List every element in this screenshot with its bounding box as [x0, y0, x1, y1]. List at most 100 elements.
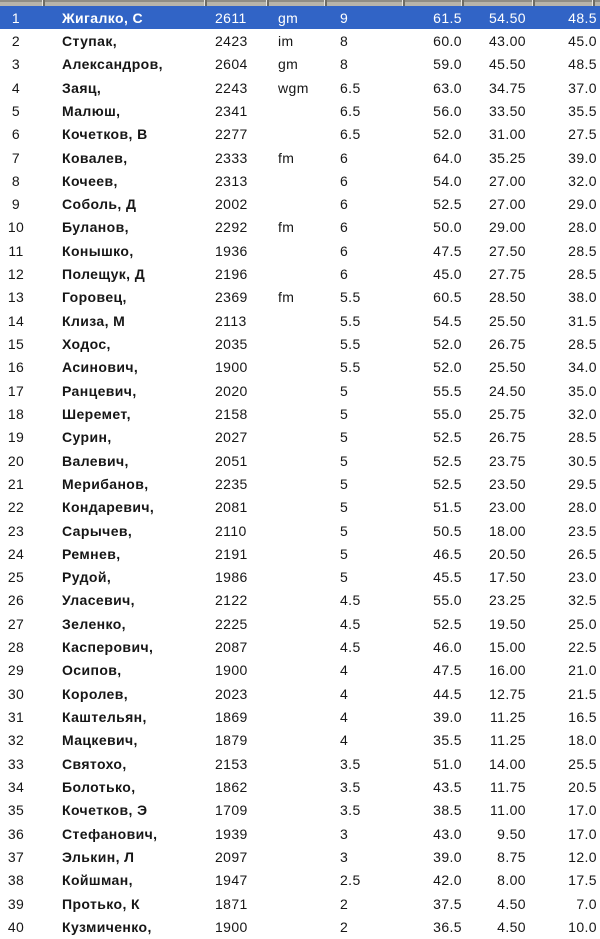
tiebreak2-cell: 23.00 — [488, 499, 526, 516]
table-row[interactable]: 21 Мерибанов, 2235 5 52.5 23.50 29.5 — [0, 472, 600, 495]
player-name-cell: Протько, К — [62, 895, 140, 912]
points-cell: 3.5 — [340, 778, 361, 795]
tiebreak3-cell: 27.5 — [568, 126, 597, 143]
table-row[interactable]: 10 Буланов, 2292 fm 6 50.0 29.00 28.0 — [0, 216, 600, 239]
tiebreak2-cell: 26.75 — [488, 429, 526, 446]
rating-cell: 2081 — [215, 499, 248, 516]
tiebreak3-cell: 18.0 — [568, 732, 597, 749]
table-row[interactable]: 2 Ступак, 2423 im 8 60.0 43.00 45.0 — [0, 29, 600, 52]
table-row[interactable]: 25 Рудой, 1986 5 45.5 17.50 23.0 — [0, 566, 600, 589]
tiebreak2-cell: 11.75 — [490, 778, 526, 795]
tiebreak2-cell: 11.25 — [490, 709, 526, 726]
table-row[interactable]: 23 Сарычев, 2110 5 50.5 18.00 23.5 — [0, 519, 600, 542]
tiebreak3-cell: 39.0 — [568, 149, 597, 166]
tiebreak1-cell: 42.0 — [433, 872, 462, 889]
table-row[interactable]: 14 Клиза, М 2113 5.5 54.5 25.50 31.5 — [0, 309, 600, 332]
table-row[interactable]: 6 Кочетков, В 2277 6.5 52.0 31.00 27.5 — [0, 123, 600, 146]
table-row[interactable]: 19 Сурин, 2027 5 52.5 26.75 28.5 — [0, 426, 600, 449]
table-row[interactable]: 39 Протько, К 1871 2 37.5 4.50 7.0 — [0, 892, 600, 915]
table-row[interactable]: 27 Зеленко, 2225 4.5 52.5 19.50 25.0 — [0, 612, 600, 635]
rank-cell: 27 — [7, 615, 25, 632]
table-row[interactable]: 33 Святохо, 2153 3.5 51.0 14.00 25.5 — [0, 752, 600, 775]
rank-cell: 1 — [11, 9, 21, 26]
tiebreak1-cell: 63.0 — [433, 79, 462, 96]
table-row[interactable]: 8 Кочеев, 2313 6 54.0 27.00 32.0 — [0, 169, 600, 192]
table-row[interactable]: 17 Ранцевич, 2020 5 55.5 24.50 35.0 — [0, 379, 600, 402]
rating-cell: 2051 — [215, 452, 248, 469]
table-row[interactable]: 7 Ковалев, 2333 fm 6 64.0 35.25 39.0 — [0, 146, 600, 169]
points-cell: 6 — [340, 266, 349, 283]
rating-cell: 2369 — [215, 289, 248, 306]
tiebreak3-cell: 28.5 — [568, 429, 597, 446]
table-row[interactable]: 35 Кочетков, Э 1709 3.5 38.5 11.00 17.0 — [0, 799, 600, 822]
table-row[interactable]: 29 Осипов, 1900 4 47.5 16.00 21.0 — [0, 659, 600, 682]
tiebreak2-cell: 19.50 — [488, 615, 526, 632]
rating-cell: 1879 — [215, 732, 248, 749]
tiebreak2-cell: 12.75 — [488, 685, 526, 702]
table-row[interactable]: 15 Ходос, 2035 5.5 52.0 26.75 28.5 — [0, 332, 600, 355]
table-row[interactable]: 24 Ремнев, 2191 5 46.5 20.50 26.5 — [0, 542, 600, 565]
table-row[interactable]: 9 Соболь, Д 2002 6 52.5 27.00 29.0 — [0, 193, 600, 216]
rank-cell: 15 — [7, 336, 25, 353]
player-name-cell: Ходос, — [62, 336, 111, 353]
table-row[interactable]: 18 Шеремет, 2158 5 55.0 25.75 32.0 — [0, 402, 600, 425]
player-name-cell: Святохо, — [62, 755, 127, 772]
player-name-cell: Сурин, — [62, 429, 112, 446]
points-cell: 3 — [340, 848, 349, 865]
tiebreak2-cell: 27.00 — [488, 196, 526, 213]
table-row[interactable]: 5 Малюш, 2341 6.5 56.0 33.50 35.5 — [0, 99, 600, 122]
tiebreak2-cell: 27.75 — [488, 266, 526, 283]
table-row[interactable]: 40 Кузмиченко, 1900 2 36.5 4.50 10.0 — [0, 915, 600, 938]
player-name-cell: Рудой, — [62, 569, 112, 586]
table-row[interactable]: 4 Заяц, 2243 wgm 6.5 63.0 34.75 37.0 — [0, 76, 600, 99]
table-row[interactable]: 26 Уласевич, 2122 4.5 55.0 23.25 32.5 — [0, 589, 600, 612]
tiebreak3-cell: 32.5 — [568, 592, 597, 609]
player-name-cell: Сарычев, — [62, 522, 133, 539]
tiebreak3-cell: 28.5 — [568, 336, 597, 353]
tiebreak2-cell: 14.00 — [488, 755, 526, 772]
points-cell: 6 — [340, 196, 349, 213]
table-row[interactable]: 22 Кондаревич, 2081 5 51.5 23.00 28.0 — [0, 496, 600, 519]
table-row[interactable]: 11 Конышко, 1936 6 47.5 27.50 28.5 — [0, 239, 600, 262]
tiebreak3-cell: 16.5 — [568, 709, 597, 726]
table-row[interactable]: 31 Каштельян, 1869 4 39.0 11.25 16.5 — [0, 705, 600, 728]
player-name-cell: Соболь, Д — [62, 196, 137, 213]
rank-cell: 29 — [7, 662, 25, 679]
tiebreak1-cell: 52.5 — [433, 429, 462, 446]
table-row[interactable]: 37 Элькин, Л 2097 3 39.0 8.75 12.0 — [0, 845, 600, 868]
rating-cell: 2191 — [215, 545, 248, 562]
table-row[interactable]: 38 Койшман, 1947 2.5 42.0 8.00 17.5 — [0, 869, 600, 892]
table-row[interactable]: 12 Полещук, Д 2196 6 45.0 27.75 28.5 — [0, 262, 600, 285]
points-cell: 5 — [340, 405, 349, 422]
table-row[interactable]: 20 Валевич, 2051 5 52.5 23.75 30.5 — [0, 449, 600, 472]
points-cell: 6 — [340, 149, 349, 166]
rating-cell: 2110 — [215, 522, 247, 539]
rating-cell: 2277 — [215, 126, 248, 143]
player-name-cell: Малюш, — [62, 102, 121, 119]
points-cell: 9 — [340, 9, 349, 26]
table-row[interactable]: 13 Горовец, 2369 fm 5.5 60.5 28.50 38.0 — [0, 286, 600, 309]
rank-cell: 35 — [7, 802, 25, 819]
tiebreak1-cell: 46.5 — [433, 545, 462, 562]
rating-cell: 2122 — [215, 592, 248, 609]
rating-cell: 2292 — [215, 219, 248, 236]
table-row[interactable]: 36 Стефанович, 1939 3 43.0 9.50 17.0 — [0, 822, 600, 845]
table-row[interactable]: 28 Касперович, 2087 4.5 46.0 15.00 22.5 — [0, 635, 600, 658]
tiebreak3-cell: 34.0 — [568, 359, 597, 376]
table-row[interactable]: 3 Александров, 2604 gm 8 59.0 45.50 48.5 — [0, 53, 600, 76]
player-name-cell: Валевич, — [62, 452, 129, 469]
table-row[interactable]: 30 Королев, 2023 4 44.5 12.75 21.5 — [0, 682, 600, 705]
rank-cell: 16 — [7, 359, 25, 376]
table-row[interactable]: 34 Болотько, 1862 3.5 43.5 11.75 20.5 — [0, 775, 600, 798]
table-row[interactable]: 1 Жигалко, С 2611 gm 9 61.5 54.50 48.5 — [0, 6, 600, 30]
tiebreak3-cell: 28.5 — [568, 266, 597, 283]
table-row[interactable]: 32 Мацкевич, 1879 4 35.5 11.25 18.0 — [0, 729, 600, 752]
points-cell: 5 — [340, 522, 349, 539]
rank-cell: 37 — [7, 848, 25, 865]
tiebreak2-cell: 33.50 — [488, 102, 526, 119]
tiebreak3-cell: 17.5 — [568, 872, 597, 889]
table-row[interactable]: 16 Асинович, 1900 5.5 52.0 25.50 34.0 — [0, 356, 600, 379]
points-cell: 6 — [340, 242, 349, 259]
points-cell: 8 — [340, 56, 349, 73]
rating-cell: 2020 — [215, 382, 248, 399]
